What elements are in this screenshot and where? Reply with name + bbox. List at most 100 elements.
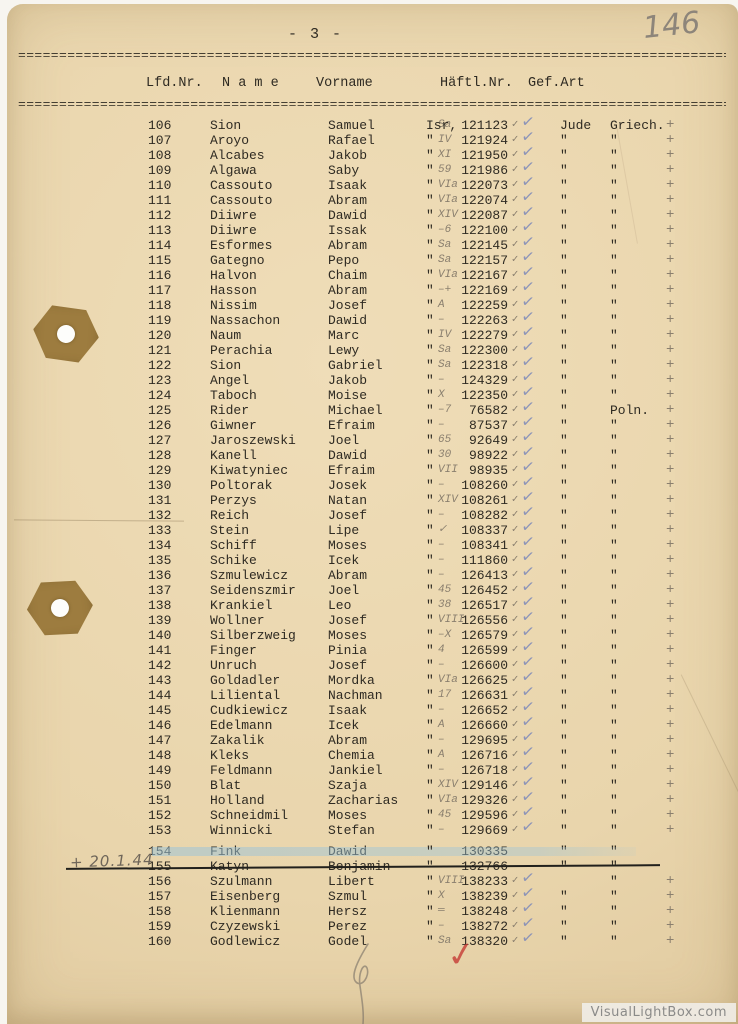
category-ditto-mark: " [560,889,568,904]
pencil-check-icon: ✓ [511,149,519,161]
religion-ditto-mark: " [426,193,434,208]
nationality-ditto-mark: " [610,523,618,538]
table-row: 133 Stein Lipe " ✓ 108337 ✓ ✓ " " + [148,517,708,538]
row-number: 119 [148,313,172,328]
surname: Seidenszmir [210,583,296,598]
pencil-annotation [438,844,458,859]
table-row: 110 Cassouto Isaak " VIa 122073 ✓ ✓ " " … [148,172,708,193]
category-ditto-mark: " [560,358,568,373]
surname: Schneidmil [210,808,289,823]
pencil-check-icon: ✓ [511,794,519,806]
pencil-check-icon: ✓ [511,344,519,356]
table-row: 126 Giwner Efraim " – 87537 ✓ ✓ " " + [148,412,708,433]
pencil-annotation: Sa [438,935,452,947]
surname: Stein [210,523,250,538]
nationality-ditto-mark: " [610,163,618,178]
category-ditto-mark: " [560,343,568,358]
first-name: Mordka [328,673,375,688]
prisoner-number: 126652 [461,703,508,718]
first-name: Benjamin [328,859,391,874]
prisoner-list: 106 Sion Samuel Isr, Sa 121123 ✓ ✓ Jude … [148,112,708,949]
surname: Naum [210,328,242,343]
surname: Kanell [210,448,257,463]
religion-ditto-mark: " [426,823,434,838]
category-ditto-mark: " [560,658,568,673]
surname: Reich [210,508,250,523]
first-name: Pinia [328,643,368,658]
pencil-plus-icon: + [666,567,675,583]
prisoner-number: 126556 [461,613,508,628]
pencil-annotation: A [438,299,445,311]
first-name: Godel [328,934,368,949]
pencil-plus-icon: + [666,792,675,808]
pencil-annotation: 30 [438,449,452,461]
first-name: Leo [328,598,352,613]
prisoner-number: 122073 [461,178,508,193]
religion-ditto-mark: " [426,508,434,523]
pencil-check-icon: ✓ [511,734,519,746]
prisoner-number: 121950 [461,148,508,163]
pencil-plus-icon: + [666,687,675,703]
religion-ditto-mark: " [426,763,434,778]
prisoner-number: 138248 [461,904,508,919]
pencil-plus-icon: + [666,672,675,688]
religion-ditto-mark: " [426,628,434,643]
pencil-plus-icon: + [666,888,675,904]
table-row: 127 Jaroszewski Joel " 65 92649 ✓ ✓ " " … [148,427,708,448]
pencil-check-icon: ✓ [511,554,519,566]
table-row: 116 Halvon Chaim " VIa 122167 ✓ ✓ " " + [148,262,708,283]
pencil-annotation: Sa [438,119,452,131]
pencil-annotation: 45 [438,809,452,821]
row-number: 113 [148,223,172,238]
row-number: 129 [148,463,172,478]
nationality-ditto-mark: " [610,568,618,583]
pencil-plus-icon: + [666,297,675,313]
pencil-annotation: 4 [438,644,445,656]
pencil-check-icon: ✓ [511,749,519,761]
pencil-plus-icon: + [666,462,675,478]
table-row: 159 Czyzewski Perez " – 138272 ✓ ✓ " " + [148,913,708,934]
category-ditto-mark: " [560,388,568,403]
religion-ditto-mark: " [426,643,434,658]
pencil-check-icon: ✓ [511,224,519,236]
table-row: 111 Cassouto Abram " VIa 122074 ✓ ✓ " " … [148,187,708,208]
religion-ditto-mark: " [426,658,434,673]
pencil-plus-icon: + [666,432,675,448]
watermark-link[interactable]: VisualLightBox.com [581,1003,736,1022]
surname: Jaroszewski [210,433,296,448]
nationality-ditto-mark: " [610,703,618,718]
table-row: 155 Katyn Benjamin " 132766 " " [148,859,708,874]
surname: Perzys [210,493,257,508]
religion-ditto-mark: " [426,934,434,949]
pencil-check-icon: ✓ [511,479,519,491]
pencil-plus-icon: + [666,933,675,949]
table-row: 124 Taboch Moise " X 122350 ✓ ✓ " " + [148,382,708,403]
nationality-ditto-mark: " [610,328,618,343]
prisoner-number: 122145 [461,238,508,253]
prisoner-number: 130335 [461,844,508,859]
prisoner-number: 138239 [461,889,508,904]
row-number: 118 [148,298,172,313]
row-number: 151 [148,793,172,808]
pencil-annotation: XIV [438,209,458,221]
pencil-plus-icon: + [666,627,675,643]
nationality-ditto-mark: " [610,508,618,523]
table-row: 141 Finger Pinia " 4 126599 ✓ ✓ " " + [148,637,708,658]
prisoner-number: 122169 [461,283,508,298]
prisoner-number: 108260 [461,478,508,493]
table-row: 156 Szulmann Libert " VIII 138233 ✓ ✓ " … [148,868,708,889]
pencil-check-icon: ✓ [511,134,519,146]
pencil-plus-icon: + [666,762,675,778]
surname: Perachia [210,343,273,358]
nationality-ditto-mark: " [610,934,618,949]
category-ditto-mark: " [560,934,568,949]
nationality-ditto-mark: " [610,478,618,493]
row-number: 153 [148,823,172,838]
category-ditto-mark: " [560,163,568,178]
category-ditto-mark: " [560,148,568,163]
row-number: 125 [148,403,172,418]
pencil-check-icon: ✓ [511,314,519,326]
pencil-plus-icon: + [666,357,675,373]
pencil-annotation: – [438,659,445,671]
surname: Szmulewicz [210,568,289,583]
